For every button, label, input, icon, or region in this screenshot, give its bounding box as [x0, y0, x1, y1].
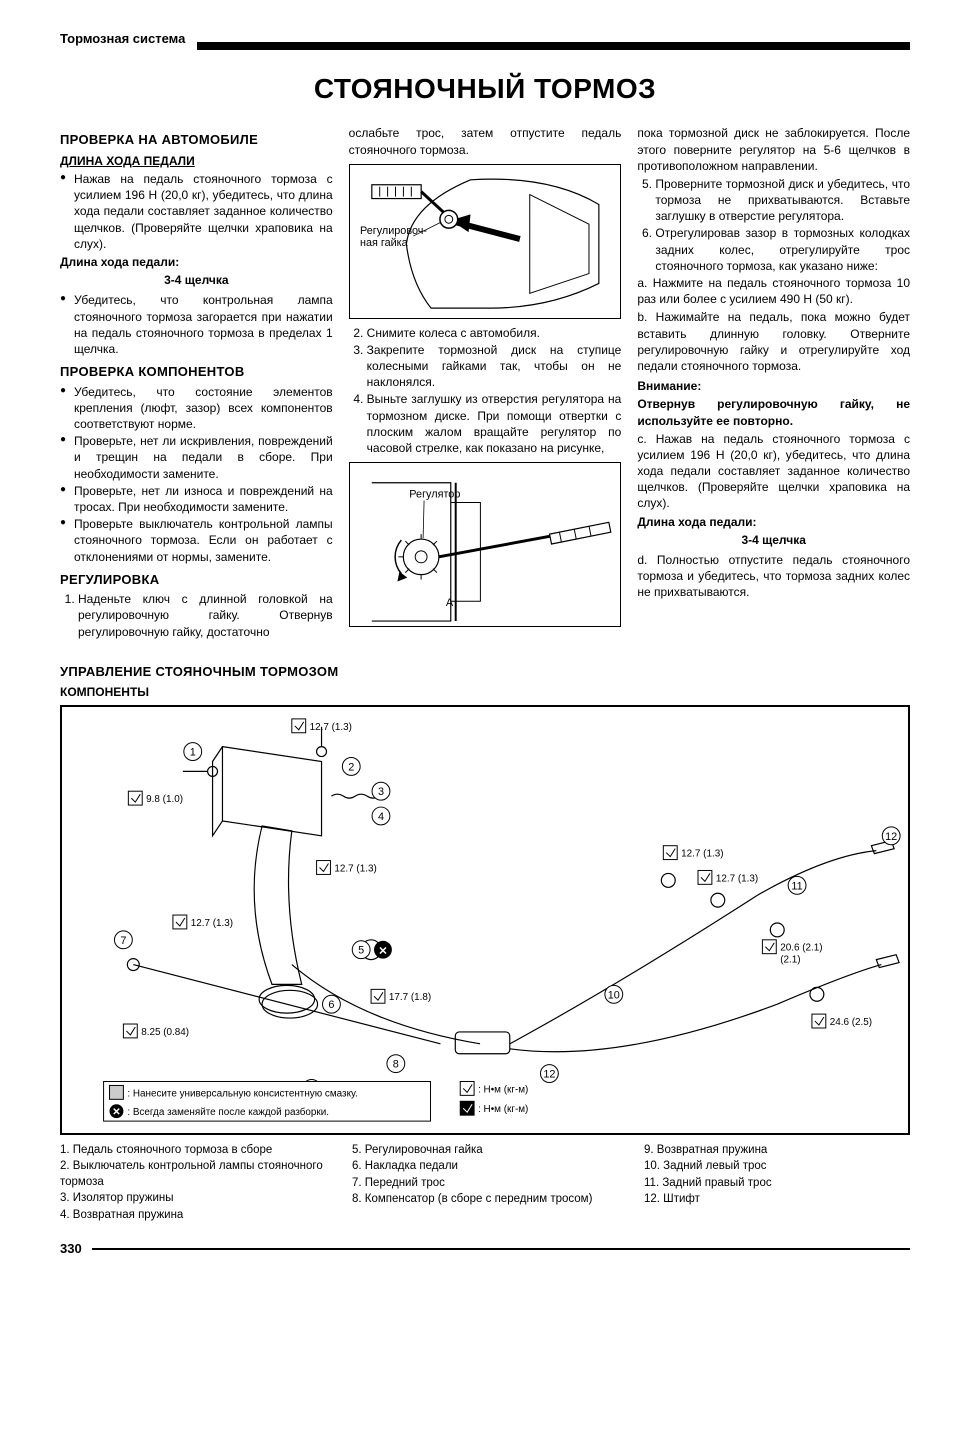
column-1: ПРОВЕРКА НА АВТОМОБИЛЕ ДЛИНА ХОДА ПЕДАЛИ…: [60, 125, 333, 641]
svg-text:ная гайка: ная гайка: [360, 237, 409, 249]
bullet: Убедитесь, что контрольная лампа стояноч…: [60, 292, 333, 357]
svg-text:12.7 (1.3): 12.7 (1.3): [310, 721, 352, 732]
page-number: 330: [60, 1240, 92, 1258]
legend-item: 10. Задний левый трос: [644, 1159, 910, 1175]
content-columns: ПРОВЕРКА НА АВТОМОБИЛЕ ДЛИНА ХОДА ПЕДАЛИ…: [60, 125, 910, 641]
svg-text:A: A: [445, 597, 453, 609]
spec-label: Длина хода педали:: [637, 514, 910, 530]
heading-check: ПРОВЕРКА НА АВТОМОБИЛЕ: [60, 131, 333, 149]
svg-text:12.7 (1.3): 12.7 (1.3): [191, 918, 233, 929]
svg-text:✕: ✕: [378, 945, 387, 957]
header-section: Тормозная система: [60, 30, 197, 50]
spec-label: Длина хода педали:: [60, 254, 333, 270]
svg-text:: Н•м (кг-м): : Н•м (кг-м): [478, 1104, 528, 1115]
svg-text:✕: ✕: [112, 1107, 120, 1118]
footer-rule: [92, 1248, 910, 1250]
component-legend: 1. Педаль стояночного тормоза в сборе 2.…: [60, 1143, 910, 1225]
page-footer: 330: [60, 1240, 910, 1258]
svg-text:: Нанесите универсальную конси: : Нанесите универсальную консистентную с…: [127, 1088, 357, 1099]
figure-components-exploded: 1 2 3 4 5 6 7 8 9 10 11 12 12 ✕ 12.7 (1.…: [60, 705, 910, 1135]
header-rule: [197, 42, 910, 50]
svg-text:11: 11: [791, 880, 802, 892]
spec-value: 3-4 щелчка: [637, 532, 910, 548]
legend-item: 7. Передний трос: [352, 1176, 618, 1192]
substep: c. Нажав на педаль стояночного тормоза с…: [637, 431, 910, 512]
bullet: Проверьте выключатель контрольной лампы …: [60, 516, 333, 565]
column-2: ослабьте трос, затем отпустите педаль ст…: [349, 125, 622, 641]
legend-item: 6. Накладка педали: [352, 1159, 618, 1175]
legend-item: 4. Возвратная пружина: [60, 1208, 326, 1224]
svg-text:: Н•м (кг-м): : Н•м (кг-м): [478, 1084, 528, 1095]
svg-text:12.7 (1.3): 12.7 (1.3): [334, 863, 376, 874]
legend-item: 1. Педаль стояночного тормоза в сборе: [60, 1143, 326, 1159]
step: Закрепите тормозной диск на ступице коле…: [367, 342, 622, 391]
page-title: СТОЯНОЧНЫЙ ТОРМОЗ: [60, 70, 910, 108]
svg-text:10: 10: [608, 989, 620, 1001]
warning-heading: Внимание:: [637, 378, 910, 394]
legend-item: 3. Изолятор пружины: [60, 1191, 326, 1207]
svg-text:: Всегда заменяйте после каждо: : Всегда заменяйте после каждой разборки…: [127, 1107, 329, 1118]
figure-adjusting-nut: Регулировоч- ная гайка: [349, 164, 622, 319]
svg-text:12: 12: [885, 830, 897, 842]
svg-text:17.7 (1.8): 17.7 (1.8): [389, 992, 431, 1003]
bullet: Проверьте, нет ли износа и повреждений н…: [60, 483, 333, 515]
svg-text:(2.1): (2.1): [780, 954, 800, 965]
step: Отрегулировав зазор в тормозных колодках…: [655, 225, 910, 274]
svg-text:8: 8: [393, 1058, 399, 1070]
heading-adjustment: РЕГУЛИРОВКА: [60, 571, 333, 589]
page-header: Тормозная система: [60, 30, 910, 50]
spec-value: 3-4 щелчка: [60, 272, 333, 288]
heading-pedal-travel: ДЛИНА ХОДА ПЕДАЛИ: [60, 153, 333, 169]
column-3: пока тормозной диск не заблокируется. По…: [637, 125, 910, 641]
figure-label: Регулировоч-: [360, 225, 427, 237]
legend-item: 2. Выключатель контрольной лампы стояноч…: [60, 1159, 326, 1190]
heading-component-check: ПРОВЕРКА КОМПОНЕНТОВ: [60, 363, 333, 381]
heading-components: КОМПОНЕНТЫ: [60, 684, 910, 700]
legend-item: 11. Задний правый трос: [644, 1176, 910, 1192]
step: Выньте заглушку из отверстия регулятора …: [367, 391, 622, 456]
svg-text:5: 5: [358, 944, 364, 956]
svg-text:3: 3: [378, 786, 384, 798]
svg-text:6: 6: [328, 999, 334, 1011]
substep: b. Нажимайте на педаль, пока можно будет…: [637, 309, 910, 374]
substep: d. Полностью отпустите педаль стояночног…: [637, 552, 910, 601]
bullet: Проверьте, нет ли искривления, поврежден…: [60, 433, 333, 482]
svg-text:4: 4: [378, 811, 384, 823]
figure-label: Регулятор: [409, 489, 460, 501]
legend-item: 9. Возвратная пружина: [644, 1143, 910, 1159]
bullet: Убедитесь, что состояние элементов крепл…: [60, 384, 333, 433]
substep: a. Нажмите на педаль стояночного тормоза…: [637, 275, 910, 307]
continuation-text: пока тормозной диск не заблокируется. По…: [637, 125, 910, 174]
legend-item: 12. Штифт: [644, 1192, 910, 1208]
step: Снимите колеса с автомобиля.: [367, 325, 622, 341]
step: Проверните тормозной диск и убедитесь, ч…: [655, 176, 910, 225]
svg-text:7: 7: [120, 934, 126, 946]
svg-text:12.7 (1.3): 12.7 (1.3): [681, 848, 723, 859]
heading-parking-brake-control: УПРАВЛЕНИЕ СТОЯНОЧНЫМ ТОРМОЗОМ: [60, 663, 910, 681]
svg-text:20.6 (2.1): 20.6 (2.1): [780, 942, 822, 953]
svg-text:24.6 (2.5): 24.6 (2.5): [830, 1017, 872, 1028]
legend-item: 8. Компенсатор (в сборе с передним тросо…: [352, 1192, 618, 1208]
svg-text:8.25 (0.84): 8.25 (0.84): [141, 1027, 189, 1038]
continuation-text: ослабьте трос, затем отпустите педаль ст…: [349, 125, 622, 157]
svg-text:1: 1: [190, 746, 196, 758]
figure-adjuster: Регулятор A: [349, 462, 622, 627]
legend-item: 5. Регулировочная гайка: [352, 1143, 618, 1159]
svg-text:2: 2: [348, 761, 354, 773]
svg-text:9.8 (1.0): 9.8 (1.0): [146, 794, 183, 805]
warning-text: Отвернув регулировочную гайку, не исполь…: [637, 396, 910, 428]
step: Наденьте ключ с длинной головкой на регу…: [78, 591, 333, 640]
svg-text:12: 12: [543, 1068, 555, 1080]
bullet: Нажав на педаль стояночного тормоза с ус…: [60, 171, 333, 252]
svg-text:12.7 (1.3): 12.7 (1.3): [716, 873, 758, 884]
